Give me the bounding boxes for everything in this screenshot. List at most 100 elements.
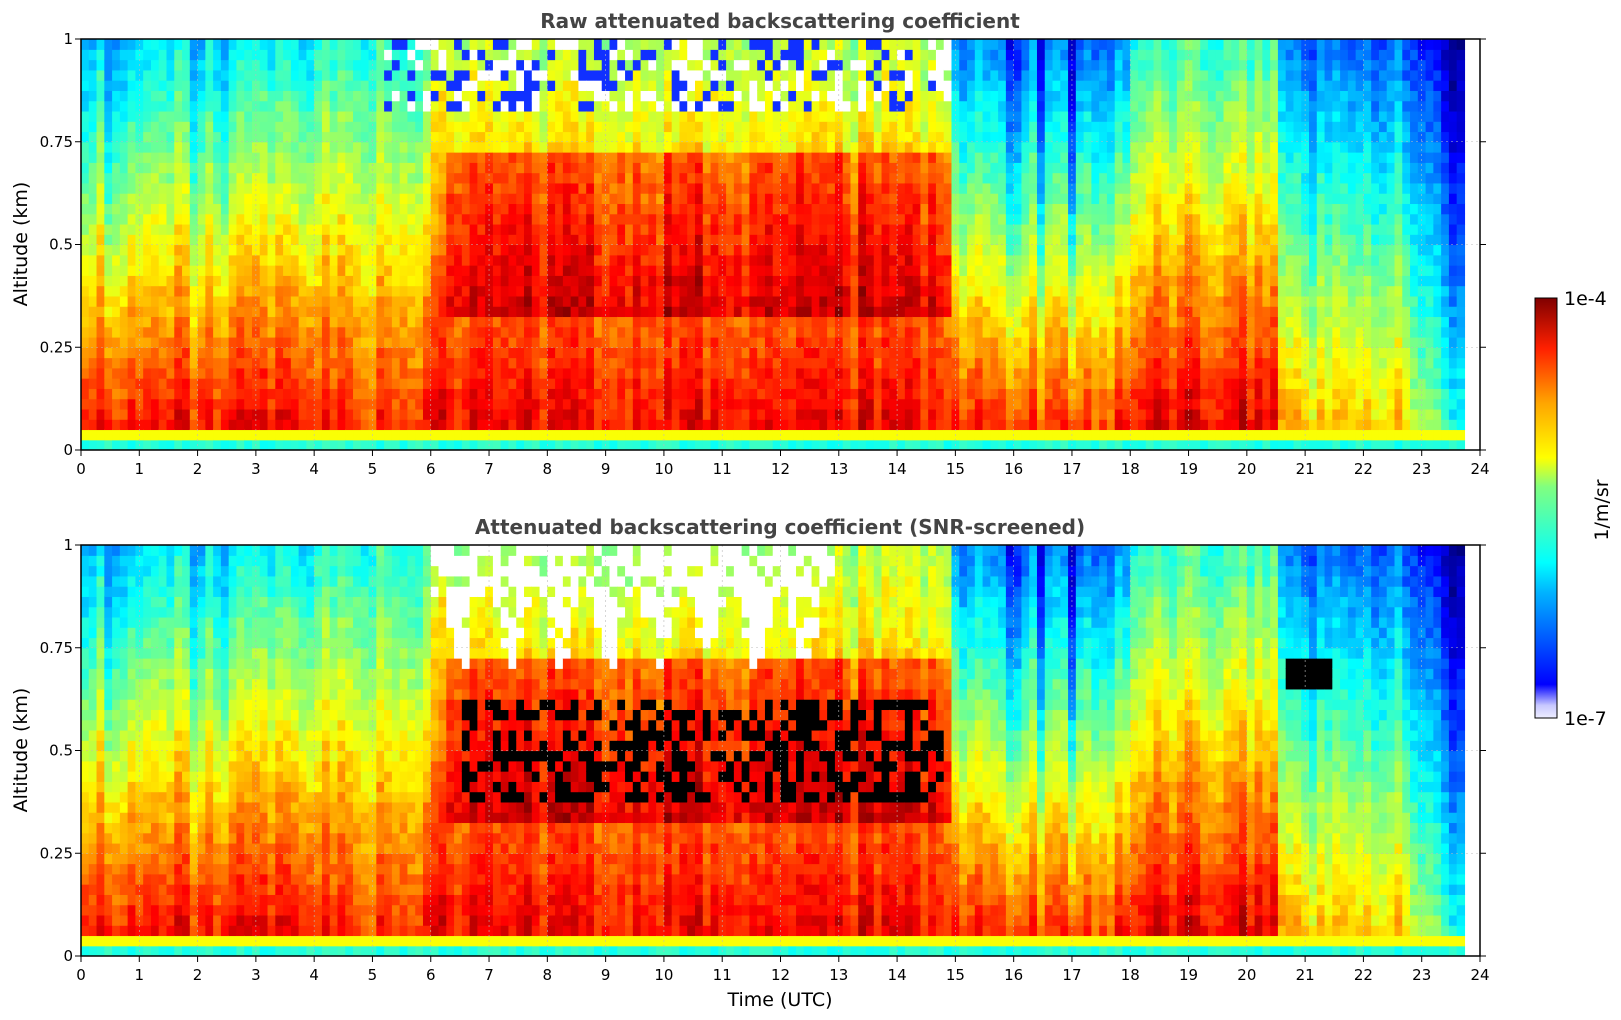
heat-cell (321, 213, 331, 225)
heat-cell (990, 408, 999, 420)
heat-cell (586, 90, 595, 102)
heat-cell (982, 378, 991, 389)
heat-cell (104, 203, 113, 215)
heat-cell (407, 69, 416, 81)
heat-cell (935, 265, 945, 276)
heat-cell (663, 336, 673, 348)
heat-cell (679, 326, 688, 338)
heat-cell (718, 141, 727, 153)
heat-cell (119, 121, 129, 133)
heat-cell (710, 121, 719, 133)
heat-cell (889, 152, 898, 163)
heat-cell (1013, 408, 1023, 420)
heat-cell (772, 367, 782, 379)
heat-cell (593, 316, 603, 328)
heat-cell (477, 285, 486, 297)
heat-cell (695, 100, 704, 112)
heat-cell (656, 306, 665, 318)
heat-cell (959, 223, 968, 235)
heat-cell (1021, 357, 1030, 369)
heat-cell (492, 378, 502, 389)
heat-cell (430, 429, 440, 441)
heat-cell (422, 265, 432, 276)
heat-cell (764, 295, 774, 307)
heat-cell (251, 419, 261, 431)
heat-cell (842, 326, 852, 338)
heat-cell (764, 254, 774, 266)
heat-cell (197, 213, 206, 225)
heat-cell (353, 347, 362, 359)
heat-cell (508, 378, 517, 389)
heat-cell (702, 378, 712, 389)
heat-cell (617, 275, 626, 287)
heat-cell (632, 336, 642, 348)
heat-cell (197, 141, 206, 153)
heat-cell (399, 306, 409, 318)
heat-cell (757, 172, 766, 184)
heat-cell (687, 357, 696, 369)
heat-cell (562, 110, 572, 122)
heat-cell (586, 69, 595, 81)
heat-cell (671, 162, 681, 174)
heat-cell (119, 388, 129, 400)
heat-cell (757, 234, 766, 246)
heat-cell (865, 357, 875, 369)
heat-cell (663, 367, 673, 379)
heat-cell (827, 182, 836, 194)
heat-cell (298, 419, 307, 431)
heat-cell (757, 326, 766, 338)
heat-cell (943, 378, 953, 389)
heat-cell (127, 80, 136, 91)
heat-cell (990, 162, 999, 174)
heat-cell (298, 275, 307, 287)
heat-cell (687, 172, 696, 184)
heat-cell (1013, 285, 1023, 297)
heat-cell (904, 182, 914, 194)
heat-cell (796, 100, 805, 112)
heat-cell (321, 69, 331, 81)
heat-cell (337, 306, 346, 318)
heat-cell (275, 254, 284, 266)
heat-cell (858, 347, 867, 359)
heat-cell (757, 378, 766, 389)
heat-cell (749, 59, 758, 71)
heat-cell (446, 59, 455, 71)
heat-cell (438, 110, 447, 122)
heat-cell (446, 306, 455, 318)
heat-cell (998, 388, 1007, 400)
heat-cell (586, 419, 595, 431)
heat-cell (500, 367, 510, 379)
heat-cell (640, 131, 649, 143)
heat-cell (158, 39, 168, 50)
heat-cell (321, 285, 331, 297)
heat-cell (827, 439, 836, 450)
heat-cell (695, 295, 704, 307)
heat-cell (1044, 316, 1054, 328)
heat-cell (531, 172, 541, 184)
heat-cell (570, 59, 580, 71)
heat-cell (648, 429, 657, 441)
heat-cell (485, 347, 494, 359)
heat-cell (562, 152, 572, 163)
heat-cell (454, 110, 463, 122)
heat-cell (764, 59, 774, 71)
heat-cell (757, 121, 766, 133)
heat-cell (679, 357, 688, 369)
heat-cell (438, 100, 447, 112)
heat-cell (998, 110, 1007, 122)
heat-cell (290, 234, 300, 246)
heat-cell (251, 121, 261, 133)
heat-cell (1044, 429, 1054, 441)
heat-cell (244, 388, 253, 400)
heat-cell (539, 69, 548, 81)
heat-cell (928, 275, 937, 287)
heat-cell (935, 429, 945, 441)
heat-cell (96, 59, 105, 71)
heat-cell (974, 69, 984, 81)
heat-cell (446, 388, 455, 400)
heat-cell (306, 275, 315, 287)
heat-cell (998, 367, 1007, 379)
heat-cell (135, 131, 144, 143)
heat-cell (384, 131, 393, 143)
heat-cell (920, 100, 929, 112)
